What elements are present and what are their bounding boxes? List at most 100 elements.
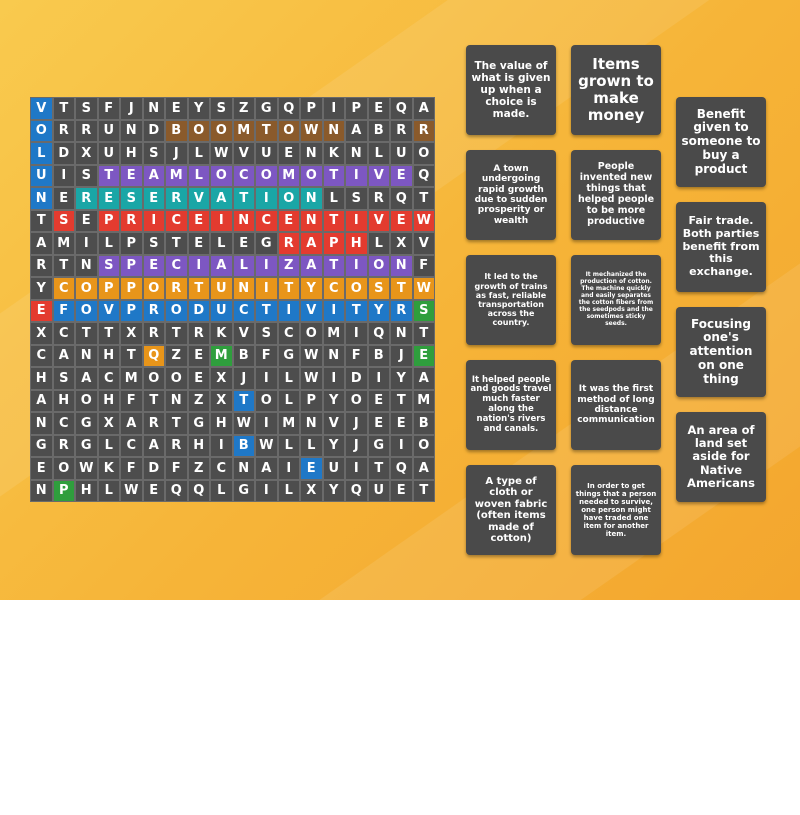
grid-cell[interactable]: B <box>367 344 390 367</box>
grid-cell[interactable]: M <box>210 344 233 367</box>
grid-cell[interactable]: U <box>255 142 278 165</box>
grid-cell[interactable]: O <box>412 434 435 457</box>
grid-cell[interactable]: T <box>412 479 435 502</box>
grid-cell[interactable]: R <box>75 187 98 210</box>
grid-cell[interactable]: X <box>120 322 143 345</box>
grid-cell[interactable]: Z <box>277 254 300 277</box>
grid-cell[interactable]: L <box>367 142 390 165</box>
grid-cell[interactable]: C <box>277 322 300 345</box>
grid-cell[interactable]: N <box>390 254 413 277</box>
grid-cell[interactable]: C <box>232 164 255 187</box>
grid-cell[interactable]: M <box>120 367 143 390</box>
grid-cell[interactable]: P <box>97 277 120 300</box>
grid-cell[interactable]: S <box>52 209 75 232</box>
grid-cell[interactable]: J <box>165 142 188 165</box>
grid-cell[interactable]: D <box>345 367 368 390</box>
grid-cell[interactable]: P <box>120 254 143 277</box>
grid-cell[interactable]: I <box>345 164 368 187</box>
grid-cell[interactable]: T <box>277 277 300 300</box>
grid-cell[interactable]: X <box>300 479 323 502</box>
grid-cell[interactable]: S <box>142 142 165 165</box>
grid-cell[interactable]: P <box>300 389 323 412</box>
grid-cell[interactable]: R <box>390 299 413 322</box>
grid-cell[interactable]: W <box>300 119 323 142</box>
grid-cell[interactable]: T <box>120 344 143 367</box>
grid-cell[interactable]: S <box>210 97 233 120</box>
grid-cell[interactable]: N <box>322 119 345 142</box>
grid-cell[interactable]: R <box>277 232 300 255</box>
grid-cell[interactable]: B <box>165 119 188 142</box>
clue-card-textile[interactable]: A type of cloth or woven fabric (often i… <box>466 465 556 555</box>
grid-cell[interactable]: K <box>322 142 345 165</box>
grid-cell[interactable]: T <box>75 322 98 345</box>
clue-card-steam-locomotive[interactable]: It led to the growth of trains as fast, … <box>466 255 556 345</box>
grid-cell[interactable]: G <box>75 434 98 457</box>
grid-cell[interactable]: A <box>345 119 368 142</box>
grid-cell[interactable]: V <box>412 232 435 255</box>
grid-cell[interactable]: O <box>75 299 98 322</box>
grid-cell[interactable]: V <box>187 187 210 210</box>
grid-cell[interactable]: T <box>412 187 435 210</box>
grid-cell[interactable]: C <box>30 344 53 367</box>
grid-cell[interactable]: Q <box>390 97 413 120</box>
grid-cell[interactable]: D <box>142 119 165 142</box>
grid-cell[interactable]: O <box>142 367 165 390</box>
grid-cell[interactable]: C <box>165 254 188 277</box>
grid-cell[interactable]: Y <box>322 389 345 412</box>
grid-cell[interactable]: T <box>97 322 120 345</box>
grid-cell[interactable]: N <box>75 344 98 367</box>
clue-card-boomtown[interactable]: A town undergoing rapid growth due to su… <box>466 150 556 240</box>
grid-cell[interactable]: O <box>345 389 368 412</box>
grid-cell[interactable]: Q <box>367 322 390 345</box>
grid-cell[interactable]: R <box>165 434 188 457</box>
grid-cell[interactable]: L <box>97 434 120 457</box>
grid-cell[interactable]: O <box>210 164 233 187</box>
grid-cell[interactable]: V <box>232 142 255 165</box>
grid-cell[interactable]: L <box>277 479 300 502</box>
grid-cell[interactable]: I <box>322 299 345 322</box>
grid-cell[interactable]: R <box>120 209 143 232</box>
grid-cell[interactable]: Q <box>345 479 368 502</box>
grid-cell[interactable]: I <box>255 479 278 502</box>
grid-cell[interactable]: R <box>165 187 188 210</box>
grid-cell[interactable]: T <box>255 119 278 142</box>
grid-cell[interactable]: C <box>232 299 255 322</box>
clue-card-inventors[interactable]: People invented new things that helped p… <box>571 150 661 240</box>
grid-cell[interactable]: T <box>345 299 368 322</box>
grid-cell[interactable]: I <box>255 412 278 435</box>
grid-cell[interactable]: R <box>30 254 53 277</box>
grid-cell[interactable]: I <box>345 209 368 232</box>
grid-cell[interactable]: J <box>390 344 413 367</box>
grid-cell[interactable]: Q <box>277 97 300 120</box>
grid-cell[interactable]: C <box>210 457 233 480</box>
grid-cell[interactable]: O <box>52 457 75 480</box>
grid-cell[interactable]: M <box>277 164 300 187</box>
grid-cell[interactable]: E <box>187 232 210 255</box>
clue-card-telegraph[interactable]: It was the first method of long distance… <box>571 360 661 450</box>
grid-cell[interactable]: F <box>165 457 188 480</box>
grid-cell[interactable]: T <box>165 232 188 255</box>
grid-cell[interactable]: I <box>142 209 165 232</box>
grid-cell[interactable]: D <box>142 457 165 480</box>
grid-cell[interactable]: F <box>97 97 120 120</box>
grid-cell[interactable]: P <box>97 209 120 232</box>
grid-cell[interactable]: H <box>75 479 98 502</box>
grid-cell[interactable]: H <box>30 367 53 390</box>
grid-cell[interactable]: M <box>322 322 345 345</box>
clue-card-cotton-gin[interactable]: It mechanized the production of cotton. … <box>571 255 661 345</box>
grid-cell[interactable]: X <box>75 142 98 165</box>
grid-cell[interactable]: E <box>277 209 300 232</box>
grid-cell[interactable]: G <box>75 412 98 435</box>
grid-cell[interactable]: S <box>75 164 98 187</box>
grid-cell[interactable]: G <box>232 479 255 502</box>
grid-cell[interactable]: O <box>255 389 278 412</box>
grid-cell[interactable]: E <box>187 209 210 232</box>
grid-cell[interactable]: T <box>412 322 435 345</box>
grid-cell[interactable]: H <box>187 434 210 457</box>
grid-cell[interactable]: M <box>232 119 255 142</box>
grid-cell[interactable]: H <box>120 142 143 165</box>
grid-cell[interactable]: A <box>52 344 75 367</box>
grid-cell[interactable]: O <box>277 187 300 210</box>
grid-cell[interactable]: W <box>300 367 323 390</box>
grid-cell[interactable]: T <box>30 209 53 232</box>
